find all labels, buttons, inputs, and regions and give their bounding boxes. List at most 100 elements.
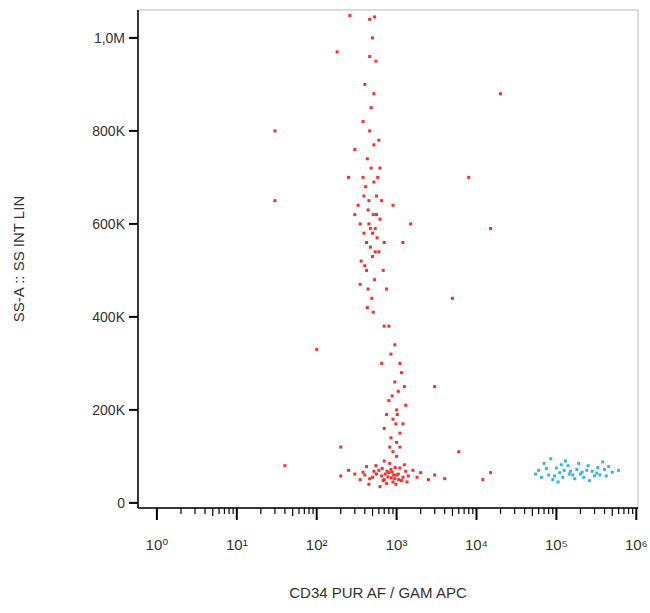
- x-minor-tick: [354, 508, 355, 514]
- point: [564, 460, 567, 463]
- point: [379, 167, 382, 170]
- point: [396, 413, 399, 416]
- y-tick-label: 200K: [92, 402, 125, 418]
- point: [363, 473, 366, 476]
- x-minor-tick: [452, 508, 453, 516]
- point: [611, 471, 614, 474]
- point: [545, 467, 548, 470]
- x-minor-tick: [632, 508, 633, 514]
- point: [398, 432, 401, 435]
- y-tick-label: 1,0M: [94, 30, 125, 46]
- point: [401, 241, 404, 244]
- point: [403, 463, 406, 466]
- point: [374, 60, 377, 63]
- y-tick-label: 600K: [92, 216, 125, 232]
- x-tick-label: 10⁰: [146, 536, 169, 553]
- y-tick: [129, 316, 138, 318]
- point: [401, 422, 404, 425]
- point: [547, 473, 550, 476]
- x-minor-tick: [228, 508, 229, 514]
- point: [370, 297, 373, 300]
- point: [367, 199, 370, 202]
- y-tick-label: 0: [117, 495, 125, 511]
- x-tick: [236, 508, 238, 520]
- point: [376, 176, 379, 179]
- point: [362, 120, 365, 123]
- x-tick: [396, 508, 398, 520]
- x-minor-tick: [274, 508, 275, 514]
- y-tick: [129, 130, 138, 132]
- x-minor-tick: [444, 508, 445, 514]
- x-minor-tick: [532, 508, 533, 516]
- x-minor-tick: [224, 508, 225, 514]
- x-minor-tick: [464, 508, 465, 514]
- point: [598, 473, 601, 476]
- point: [375, 473, 378, 476]
- point: [567, 464, 570, 467]
- point: [582, 476, 585, 479]
- x-minor-tick: [618, 508, 619, 514]
- point: [403, 385, 406, 388]
- point: [603, 468, 606, 471]
- point: [398, 362, 401, 365]
- point: [363, 83, 366, 86]
- point: [499, 92, 502, 95]
- chart: 10⁰10¹10²10³10⁴10⁵10⁶0200K400K600K800K1,…: [0, 0, 650, 613]
- point: [367, 483, 370, 486]
- point: [553, 474, 556, 477]
- point: [540, 476, 543, 479]
- point: [359, 478, 362, 481]
- point: [371, 232, 374, 235]
- x-minor-tick: [458, 508, 459, 514]
- point: [383, 427, 386, 430]
- x-tick: [555, 508, 557, 520]
- point: [387, 399, 390, 402]
- point: [371, 255, 374, 258]
- point: [381, 467, 384, 470]
- point: [385, 413, 388, 416]
- point: [273, 199, 276, 202]
- y-tick: [129, 409, 138, 411]
- point: [364, 185, 367, 188]
- x-minor-tick: [472, 508, 473, 514]
- point: [433, 385, 436, 388]
- y-tick-label: 800K: [92, 123, 125, 139]
- point: [368, 477, 371, 480]
- point: [397, 390, 400, 393]
- x-minor-tick: [384, 508, 385, 514]
- point: [394, 422, 397, 425]
- point: [400, 479, 403, 482]
- point: [353, 473, 356, 476]
- x-minor-tick: [364, 508, 365, 514]
- point: [339, 474, 342, 477]
- x-minor-tick: [468, 508, 469, 514]
- point: [382, 269, 385, 272]
- point: [392, 473, 395, 476]
- point: [372, 92, 375, 95]
- point: [385, 287, 388, 290]
- x-tick-label: 10⁶: [625, 536, 648, 553]
- x-tick: [156, 508, 158, 520]
- point: [384, 473, 387, 476]
- point: [391, 204, 394, 207]
- point: [388, 446, 391, 449]
- point: [394, 483, 397, 486]
- point: [377, 250, 380, 253]
- x-minor-tick: [500, 508, 501, 514]
- point: [370, 106, 373, 109]
- point: [379, 218, 382, 221]
- point: [376, 236, 379, 239]
- point: [591, 470, 594, 473]
- x-minor-tick: [552, 508, 553, 514]
- point: [372, 181, 375, 184]
- point: [369, 246, 372, 249]
- x-minor-tick: [524, 508, 525, 514]
- point: [427, 478, 430, 481]
- point: [353, 148, 356, 151]
- series: [273, 14, 502, 488]
- x-minor-tick: [548, 508, 549, 514]
- point: [419, 471, 422, 474]
- point: [534, 473, 537, 476]
- point: [347, 469, 350, 472]
- x-minor-tick: [388, 508, 389, 514]
